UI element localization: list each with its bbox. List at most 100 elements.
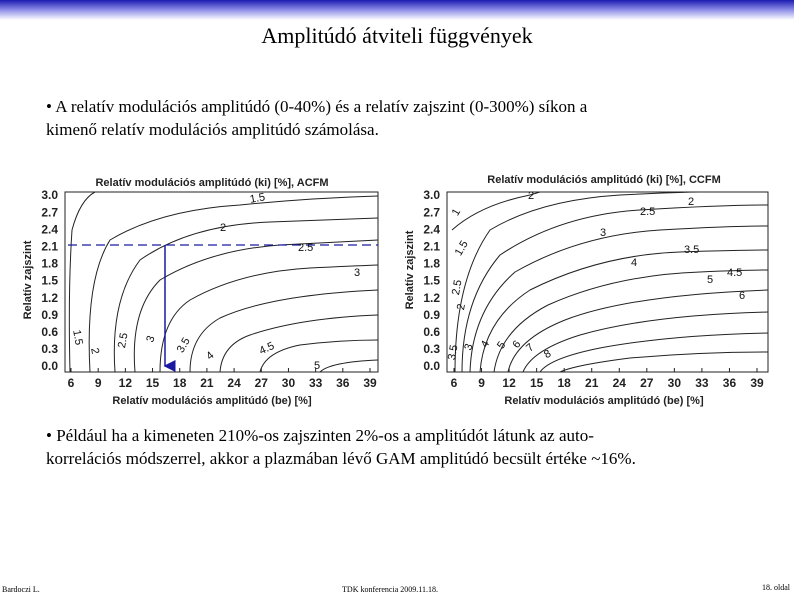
contour-label: 6 [510, 338, 523, 350]
contour-label: 2.5 [640, 206, 655, 218]
slide-title: Amplitúdó átviteli függvények [261, 23, 532, 48]
contour-line [319, 359, 379, 373]
y-tick-label: 2.4 [423, 222, 440, 236]
y-tick-label: 0.0 [41, 359, 58, 373]
contour-label: 3.5 [175, 336, 193, 355]
contour-label: 2 [688, 196, 694, 208]
y-tick-label: 2.1 [423, 239, 440, 253]
y-tick-label: 1.8 [423, 257, 440, 271]
footer-page: 18. oldal [762, 583, 791, 592]
contour-label: 1.5 [249, 191, 266, 205]
contour-label: 2.5 [116, 332, 130, 349]
contour-line [259, 339, 379, 373]
y-tick-label: 0.9 [41, 308, 58, 322]
contour-line [451, 191, 541, 231]
contour-label: 5 [495, 339, 508, 351]
contour-label: 4 [204, 349, 216, 362]
contour-label: 2 [455, 303, 468, 311]
bullet-line: korrelációs módszerrel, akkor a plazmába… [46, 449, 636, 468]
header-bar [0, 0, 794, 20]
plot-frame [446, 191, 769, 373]
y-tick-label: 0.6 [41, 325, 58, 339]
x-tick-label: 9 [95, 376, 102, 390]
y-tick-label: 3.0 [423, 188, 440, 202]
contour-label: 4 [479, 339, 492, 350]
y-axis-label: Relatív zajszint [404, 230, 416, 309]
y-tick-label: 2.7 [423, 205, 440, 219]
contour-label: 3 [354, 267, 360, 279]
contour-line [189, 289, 379, 373]
y-tick-label: 1.5 [41, 274, 58, 288]
contour-line [539, 332, 769, 373]
contour-label: 3 [144, 334, 157, 344]
y-tick-label: 1.2 [41, 291, 58, 305]
x-tick-label: 12 [502, 376, 516, 390]
contour-line [454, 191, 701, 373]
plot-right: Relatív modulációs amplitúdó (ki) [%], C… [404, 174, 769, 407]
contour-line [159, 264, 379, 373]
contour-line [219, 314, 379, 373]
contour-label: 2 [220, 222, 226, 234]
y-tick-label: 0.3 [423, 342, 440, 356]
x-tick-label: 21 [200, 376, 214, 390]
contour-label: 3 [462, 342, 475, 352]
x-tick-label: 9 [478, 376, 485, 390]
contour-label: 8 [542, 348, 553, 361]
contour-line [493, 269, 769, 373]
x-tick-label: 6 [68, 376, 75, 390]
x-tick-label: 21 [585, 376, 599, 390]
contour-line [461, 204, 769, 373]
contour-label: 4 [631, 257, 637, 269]
x-tick-label: 27 [255, 376, 269, 390]
plot-frame [64, 191, 379, 373]
x-tick-label: 18 [558, 376, 572, 390]
contour-label: 5 [707, 274, 713, 286]
contour-label: 2 [528, 190, 534, 202]
contour-line [469, 225, 769, 373]
x-tick-label: 27 [640, 376, 654, 390]
contour-label: 2.5 [298, 242, 313, 254]
x-tick-label: 33 [309, 376, 323, 390]
x-tick-label: 36 [336, 376, 350, 390]
contour-label: 1.5 [70, 329, 84, 346]
x-tick-label: 15 [146, 376, 160, 390]
x-tick-label: 12 [119, 376, 133, 390]
y-tick-label: 2.1 [41, 239, 58, 253]
plot-title: Relatív modulációs amplitúdó (ki) [%], C… [487, 174, 720, 186]
contour-label: 3.5 [684, 244, 699, 256]
contour-label: 4.5 [257, 340, 276, 357]
y-tick-label: 2.7 [41, 205, 58, 219]
bullet-line: • A relatív modulációs amplitúdó (0-40%)… [46, 97, 588, 116]
footer-event: TDK konferencia 2009.11.18. [342, 585, 438, 594]
x-tick-label: 33 [695, 376, 709, 390]
contour-label: 2.5 [450, 279, 464, 296]
y-tick-label: 0.0 [423, 359, 440, 373]
x-tick-label: 39 [750, 376, 764, 390]
contour-label: 3 [600, 227, 606, 239]
contour-label: 4.5 [727, 267, 742, 279]
contour-line [559, 351, 769, 373]
x-tick-label: 24 [227, 376, 241, 390]
contour-label: 1 [450, 207, 463, 218]
x-tick-label: 24 [613, 376, 627, 390]
y-tick-label: 1.5 [423, 274, 440, 288]
y-tick-label: 1.8 [41, 257, 58, 271]
x-tick-label: 30 [668, 376, 682, 390]
contour-label: 3.5 [446, 344, 460, 361]
x-tick-label: 18 [173, 376, 187, 390]
plot-left: Relatív modulációs amplitúdó (ki) [%], A… [22, 177, 379, 407]
contour-line [522, 311, 769, 373]
y-tick-label: 1.2 [423, 291, 440, 305]
x-tick-label: 39 [363, 376, 377, 390]
contour-line [113, 217, 379, 373]
y-tick-label: 0.9 [423, 308, 440, 322]
y-tick-label: 3.0 [41, 188, 58, 202]
x-tick-label: 6 [451, 376, 458, 390]
y-tick-label: 0.6 [423, 325, 440, 339]
contour-line [133, 239, 379, 373]
contour-label: 1.5 [453, 239, 471, 258]
x-tick-label: 30 [282, 376, 296, 390]
contour-label: 6 [739, 290, 745, 302]
